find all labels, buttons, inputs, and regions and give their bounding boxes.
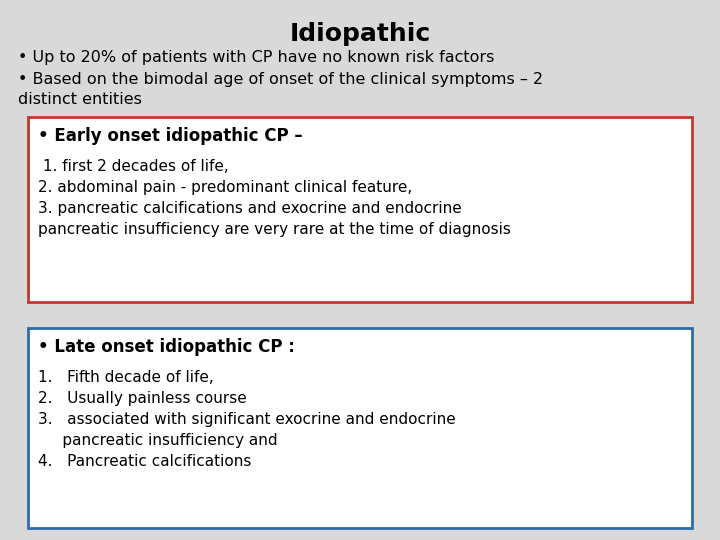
Text: 1. first 2 decades of life,
2. abdominal pain - predominant clinical feature,
3.: 1. first 2 decades of life, 2. abdominal… — [38, 159, 511, 237]
Text: 1.   Fifth decade of life,
2.   Usually painless course
3.   associated with sig: 1. Fifth decade of life, 2. Usually pain… — [38, 370, 456, 469]
FancyBboxPatch shape — [28, 117, 692, 302]
Text: Idiopathic: Idiopathic — [289, 22, 431, 46]
Text: • Based on the bimodal age of onset of the clinical symptoms – 2
distinct entiti: • Based on the bimodal age of onset of t… — [18, 72, 543, 107]
Text: • Up to 20% of patients with CP have no known risk factors: • Up to 20% of patients with CP have no … — [18, 50, 495, 65]
FancyBboxPatch shape — [28, 328, 692, 528]
Text: • Early onset idiopathic CP –: • Early onset idiopathic CP – — [38, 127, 302, 145]
Text: • Late onset idiopathic CP :: • Late onset idiopathic CP : — [38, 338, 295, 356]
